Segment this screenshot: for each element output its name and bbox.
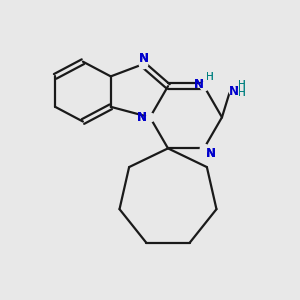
Text: N: N: [194, 78, 204, 91]
Text: H: H: [238, 80, 246, 90]
Text: H: H: [206, 72, 214, 82]
Text: N: N: [139, 52, 148, 65]
Text: N: N: [228, 85, 239, 98]
Text: H: H: [206, 72, 214, 82]
Text: H: H: [238, 88, 246, 98]
Text: H: H: [238, 80, 246, 90]
Text: H: H: [238, 88, 246, 98]
Text: N: N: [139, 52, 148, 65]
Text: N: N: [137, 111, 147, 124]
Text: N: N: [228, 85, 239, 98]
Text: N: N: [206, 147, 216, 160]
Text: N: N: [194, 78, 204, 91]
Text: N: N: [137, 111, 147, 124]
Text: N: N: [206, 147, 216, 160]
